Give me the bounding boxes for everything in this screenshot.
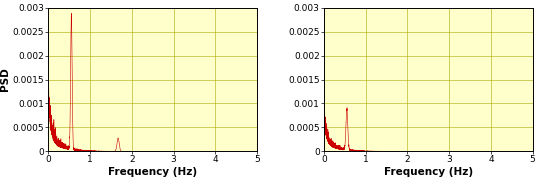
X-axis label: Frequency (Hz): Frequency (Hz) (384, 167, 473, 177)
X-axis label: Frequency (Hz): Frequency (Hz) (108, 167, 197, 177)
Y-axis label: PSD: PSD (0, 68, 10, 91)
